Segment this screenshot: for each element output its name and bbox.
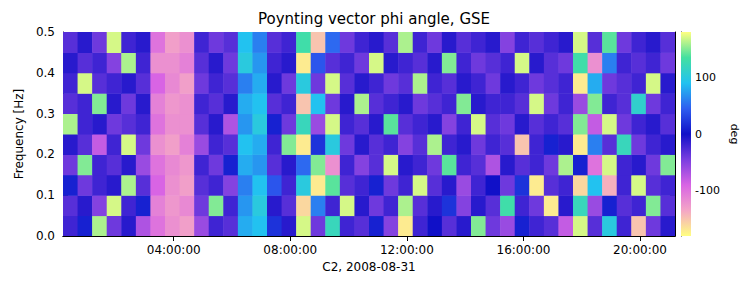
svg-text:0.1: 0.1 [36,188,55,202]
svg-text:16:00:00: 16:00:00 [497,243,551,257]
svg-text:0.0: 0.0 [36,229,55,243]
svg-text:0.4: 0.4 [36,66,55,80]
svg-text:0.3: 0.3 [36,107,55,121]
svg-text:Frequency [Hz]: Frequency [Hz] [12,89,26,180]
svg-text:08:00:00: 08:00:00 [263,243,317,257]
svg-text:0: 0 [695,128,702,141]
svg-text:100: 100 [695,71,716,84]
svg-text:Poynting vector phi angle, GSE: Poynting vector phi angle, GSE [258,10,490,28]
svg-text:C2, 2008-08-31: C2, 2008-08-31 [322,260,415,274]
svg-text:20:00:00: 20:00:00 [613,243,667,257]
svg-text:-100: -100 [695,184,720,197]
svg-text:0.2: 0.2 [36,147,55,161]
svg-text:0.5: 0.5 [36,25,55,39]
svg-text:12:00:00: 12:00:00 [380,243,434,257]
svg-text:04:00:00: 04:00:00 [147,243,201,257]
svg-text:deg: deg [728,124,741,145]
